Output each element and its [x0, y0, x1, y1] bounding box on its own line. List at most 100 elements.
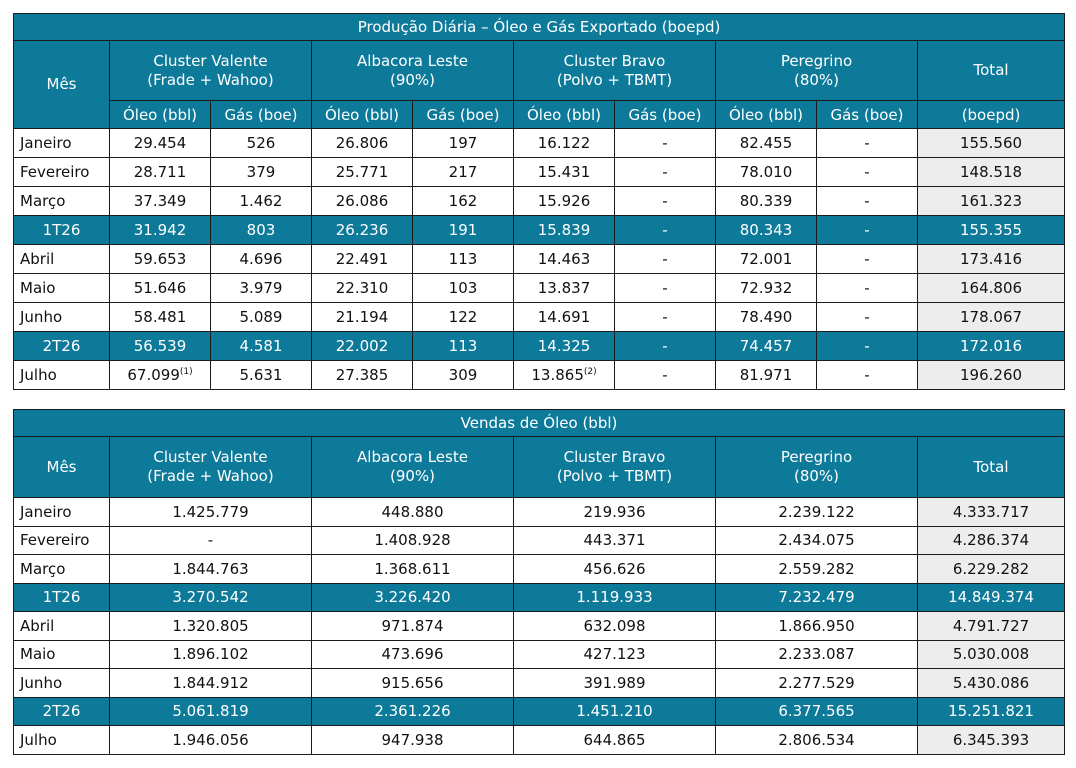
group-name: Albacora Leste — [357, 448, 468, 466]
table-row: Junho 58.481 5.089 21.194 122 14.691 - 78.490 - 1… — [13, 302, 1066, 332]
value-text: 3.226.420 — [374, 588, 451, 607]
value-text: 3.979 — [239, 279, 283, 297]
value-cell: - — [614, 302, 716, 332]
value-text: 22.310 — [335, 279, 389, 297]
value-cell: 379 — [210, 157, 312, 187]
value-cell: - — [614, 128, 716, 158]
value-text: 29.454 — [133, 134, 187, 152]
oil-subheader: Óleo (bbl) — [311, 100, 413, 129]
value-text: 1.844.763 — [172, 559, 249, 578]
value-cell: - — [614, 360, 716, 390]
value-text: 113 — [448, 250, 478, 268]
value-text: 915.656 — [381, 673, 444, 692]
month-cell: Fevereiro — [13, 157, 110, 187]
value-text: 82.455 — [739, 134, 793, 152]
value-cell: 191 — [412, 215, 514, 245]
value-text: - — [662, 366, 668, 384]
value-cell: - — [614, 186, 716, 216]
value-text: 37.349 — [133, 192, 187, 210]
value-cell: 15.926 — [513, 186, 615, 216]
value-text: 59.653 — [133, 250, 187, 268]
value-cell: 1.462 — [210, 186, 312, 216]
value-text: 2.239.122 — [778, 502, 855, 521]
oil-subheader: Óleo (bbl) — [715, 100, 817, 129]
value-text: - — [662, 134, 668, 152]
value-cell: 4.696 — [210, 244, 312, 274]
value-text: 4.696 — [239, 250, 283, 268]
group-sub: (Polvo + TBMT) — [556, 70, 673, 89]
total-header: Total — [916, 436, 1066, 498]
group-header-peregrino: Peregrino (80%) — [715, 40, 918, 101]
value-cell: 25.771 — [311, 157, 413, 187]
value-cell: 1.866.950 — [715, 611, 918, 641]
value-text: 21.194 — [335, 308, 389, 326]
value-text: 81.971 — [739, 366, 793, 384]
value-cell: - — [816, 331, 918, 361]
value-text: - — [662, 337, 668, 355]
value-text: 13.837 — [537, 279, 591, 297]
value-cell: 113 — [412, 331, 514, 361]
group-sub: (80%) — [793, 467, 840, 485]
value-text: 28.711 — [133, 163, 187, 181]
month-cell: Julho — [13, 725, 110, 755]
value-text: 122 — [448, 308, 478, 326]
month-cell: Abril — [13, 611, 110, 641]
value-text: 6.377.565 — [778, 702, 855, 721]
value-cell: 16.122 — [513, 128, 615, 158]
value-cell: 1.368.611 — [311, 554, 514, 584]
table-row: Fevereiro 28.711 379 25.771 217 15.431 - 78.010… — [13, 157, 1066, 187]
value-text: 379 — [246, 163, 276, 181]
total-cell: 173.416 — [916, 244, 1066, 274]
value-cell: 78.490 — [715, 302, 817, 332]
value-text: - — [864, 308, 870, 326]
total-cell: 4.286.374 — [916, 525, 1066, 555]
value-cell: 5.061.819 — [109, 696, 312, 726]
month-cell: Março — [13, 554, 110, 584]
value-cell: 2.806.534 — [715, 725, 918, 755]
value-text: 27.385 — [335, 366, 389, 384]
value-cell: 67.099(1) — [109, 360, 211, 390]
month-cell: Junho — [13, 668, 110, 698]
value-cell: 21.194 — [311, 302, 413, 332]
group-name: Cluster Bravo — [563, 51, 666, 70]
value-cell: 37.349 — [109, 186, 211, 216]
value-text: 2.559.282 — [778, 559, 855, 578]
group-sub: (90%) — [389, 70, 436, 89]
value-cell: 5.089 — [210, 302, 312, 332]
group-header-bravo: Cluster Bravo (Polvo + TBMT) — [513, 40, 716, 101]
value-text: 1.866.950 — [778, 616, 855, 635]
value-cell: 1.844.912 — [109, 668, 312, 698]
gas-subheader: Gás (boe) — [412, 100, 514, 129]
value-text: 197 — [448, 134, 478, 152]
value-text: - — [864, 163, 870, 181]
oil-subheader: Óleo (bbl) — [109, 100, 211, 129]
value-text: 15.431 — [537, 163, 591, 181]
value-cell: 13.865(2) — [513, 360, 615, 390]
value-text: 31.942 — [133, 221, 187, 239]
quarter-row: 1T26 3.270.542 3.226.420 1.119.933 7.232.479… — [13, 582, 1066, 612]
value-text: 3.270.542 — [172, 588, 249, 607]
value-text: - — [207, 531, 214, 550]
value-text: 1.425.779 — [172, 502, 249, 521]
gas-subheader: Gás (boe) — [210, 100, 312, 129]
value-cell: 632.098 — [513, 611, 716, 641]
value-cell: 72.001 — [715, 244, 817, 274]
value-cell: 309 — [412, 360, 514, 390]
month-header: Mês — [13, 436, 110, 498]
value-text: 1.119.933 — [576, 588, 653, 607]
value-text: 2.434.075 — [778, 531, 855, 550]
month-cell: 1T26 — [13, 582, 110, 612]
total-cell: 196.260 — [916, 360, 1066, 390]
value-cell: 3.226.420 — [311, 582, 514, 612]
value-text: 72.932 — [739, 279, 793, 297]
table-row: Fevereiro - 1.408.928 443.371 2.434.075 4.286… — [13, 525, 1066, 555]
value-text: 14.463 — [537, 250, 591, 268]
value-text: 58.481 — [133, 308, 187, 326]
group-header-peregrino: Peregrino (80%) — [715, 436, 918, 498]
value-cell: 3.979 — [210, 273, 312, 303]
value-cell: 2.361.226 — [311, 696, 514, 726]
value-text: 2.806.534 — [778, 730, 855, 749]
value-cell: 448.880 — [311, 497, 514, 527]
value-cell: 456.626 — [513, 554, 716, 584]
total-cell: 6.345.393 — [916, 725, 1066, 755]
